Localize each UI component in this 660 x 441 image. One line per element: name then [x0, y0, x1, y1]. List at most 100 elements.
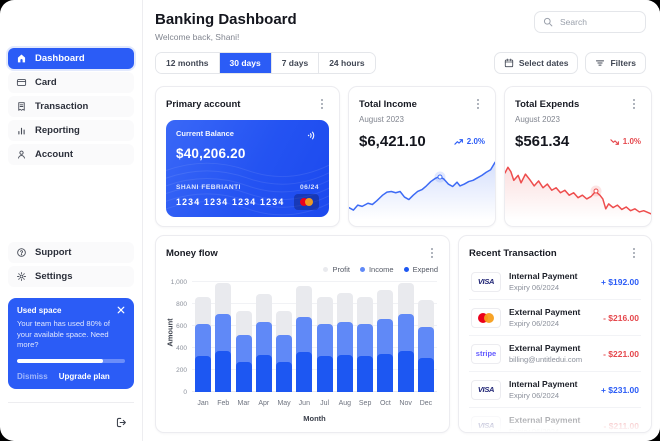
bar-expend: [316, 355, 333, 392]
sidebar-item-reporting[interactable]: Reporting: [8, 120, 134, 141]
legend-dot: [403, 267, 409, 272]
bottom-row: Money flow Profit Income Expend Amount 0 20…: [155, 235, 652, 433]
y-tick-label: 200: [176, 367, 187, 374]
bar-expend: [296, 352, 313, 392]
sidebar-item-dashboard[interactable]: Dashboard: [8, 48, 134, 69]
close-icon[interactable]: [117, 306, 125, 314]
transaction-row[interactable]: VISA External Payment Expiry 06/2024 - $…: [469, 408, 641, 433]
range-tab-12-months[interactable]: 12 months: [156, 53, 220, 73]
legend-label: Expend: [412, 265, 438, 274]
card-title: Recent Transaction: [469, 247, 557, 259]
primary-account-card: Primary account Current Balance: [155, 86, 340, 227]
legend-dot: [359, 267, 365, 272]
highlighted-data-point: [437, 174, 443, 180]
kebab-menu-icon[interactable]: [471, 96, 485, 112]
expends-trend-chart: [505, 158, 651, 220]
bar-expend: [235, 361, 252, 392]
used-space-progress-fill: [17, 359, 104, 363]
select-dates-button[interactable]: Select dates: [493, 52, 579, 74]
dismiss-button[interactable]: Dismiss: [17, 372, 48, 381]
bar-chart-icon: [16, 125, 27, 136]
sidebar-item-label: Reporting: [35, 125, 80, 136]
y-tick-label: 0: [183, 389, 187, 396]
chart-legend: Profit Income Expend: [323, 265, 438, 274]
transaction-amount: + $231.00: [600, 384, 639, 395]
x-tick-label: Aug: [338, 400, 352, 407]
x-tick-label: Jan: [197, 400, 209, 407]
page-subtitle: Welcome back, Shani!: [155, 32, 240, 42]
bar-column-jan: [195, 282, 211, 392]
upgrade-plan-button[interactable]: Upgrade plan: [58, 372, 110, 381]
transaction-row[interactable]: VISA Internal Payment Expiry 06/2024 + $…: [469, 372, 641, 408]
x-tick-label: Dec: [419, 400, 433, 407]
visa-logo: VISA: [471, 271, 501, 292]
filters-button[interactable]: Filters: [585, 52, 646, 74]
card-title: Total Expends: [515, 98, 580, 110]
gridline: [192, 347, 437, 348]
bar-column-dec: [417, 282, 434, 392]
total-expends-card: Total Expends August 2023 $561.34 1.0%: [504, 86, 652, 227]
page-title: Banking Dashboard: [155, 11, 297, 28]
sidebar-bottom: Support Settings Used space Your team ha…: [8, 242, 134, 433]
sidebar-item-card[interactable]: Card: [8, 72, 134, 93]
sidebar-item-support[interactable]: Support: [8, 242, 134, 264]
transaction-list: VISA Internal Payment Expiry 06/2024 + $…: [469, 264, 641, 433]
logout-icon[interactable]: [113, 414, 130, 431]
sidebar-item-settings[interactable]: Settings: [8, 266, 134, 288]
used-space-card: Used space Your team has used 80% of you…: [8, 298, 134, 389]
visa-logo: VISA: [471, 415, 501, 432]
main-content: Banking Dashboard Welcome back, Shani! 1…: [143, 0, 660, 441]
used-space-body: Your team has used 80% of your available…: [17, 319, 111, 350]
legend-label: Profit: [332, 265, 350, 274]
transaction-subtitle: Expiry 06/2024: [509, 427, 560, 433]
bar-column-mar: [235, 282, 252, 392]
transaction-row[interactable]: stripe External Payment billing@untitled…: [469, 336, 641, 372]
transaction-row[interactable]: VISA Internal Payment Expiry 06/2024 + $…: [469, 264, 641, 300]
range-tab-30-days[interactable]: 30 days: [219, 53, 272, 73]
receipt-icon: [16, 101, 27, 112]
bar-chart-plot: 0 200 400 600 800 1,000: [171, 279, 437, 396]
bank-card: Current Balance $40,206.20 SHANI FEBRIAN…: [166, 120, 329, 217]
search-input[interactable]: [558, 16, 637, 28]
kebab-menu-icon[interactable]: [315, 96, 329, 112]
x-tick-label: Nov: [399, 400, 412, 407]
bar-expend: [397, 350, 414, 392]
range-tabs: 12 months 30 days 7 days 24 hours: [155, 52, 376, 74]
transaction-subtitle: Expiry 06/2024: [509, 283, 560, 292]
bar-expend: [417, 357, 434, 392]
gridline: [192, 281, 437, 282]
user-icon: [16, 149, 27, 160]
kebab-menu-icon[interactable]: [627, 96, 641, 112]
card-title: Total Income: [359, 98, 417, 110]
legend-item-expend: Expend: [403, 265, 438, 274]
search-box[interactable]: [534, 11, 646, 33]
transaction-amount: - $211.00: [603, 420, 639, 431]
income-change-badge: 2.0%: [454, 137, 485, 146]
sidebar-item-label: Settings: [35, 271, 73, 283]
gridline: [192, 303, 437, 304]
home-icon: [16, 53, 27, 64]
y-tick-label: 800: [176, 301, 187, 308]
legend-dot: [323, 267, 329, 272]
card-holder: SHANI FEBRIANTI: [176, 184, 242, 191]
sidebar-item-account[interactable]: Account: [8, 144, 134, 165]
bar-expend: [377, 353, 394, 392]
card-title: Primary account: [166, 98, 241, 110]
select-dates-label: Select dates: [518, 58, 569, 68]
legend-item-income: Income: [359, 265, 394, 274]
period-label: August 2023: [515, 115, 560, 124]
bar-column-oct: [377, 282, 394, 392]
x-tick-label: Jul: [320, 400, 330, 407]
transaction-amount: - $221.00: [603, 348, 639, 359]
transaction-title: External Payment: [509, 343, 581, 353]
search-icon: [543, 17, 553, 27]
x-axis-labels: Jan Feb Mar Apr May Jun Jul Aug Sep Oct Nov Dec: [192, 400, 437, 407]
kebab-menu-icon[interactable]: [425, 245, 439, 261]
range-tab-7-days[interactable]: 7 days: [271, 53, 320, 73]
sidebar-item-transaction[interactable]: Transaction: [8, 96, 134, 117]
kebab-menu-icon[interactable]: [627, 245, 641, 261]
bar-column-sep: [357, 282, 374, 392]
range-tab-24-hours[interactable]: 24 hours: [319, 53, 375, 73]
transaction-row[interactable]: External Payment Expiry 06/2024 - $216.0…: [469, 300, 641, 336]
y-axis-title: Amount: [165, 318, 175, 347]
